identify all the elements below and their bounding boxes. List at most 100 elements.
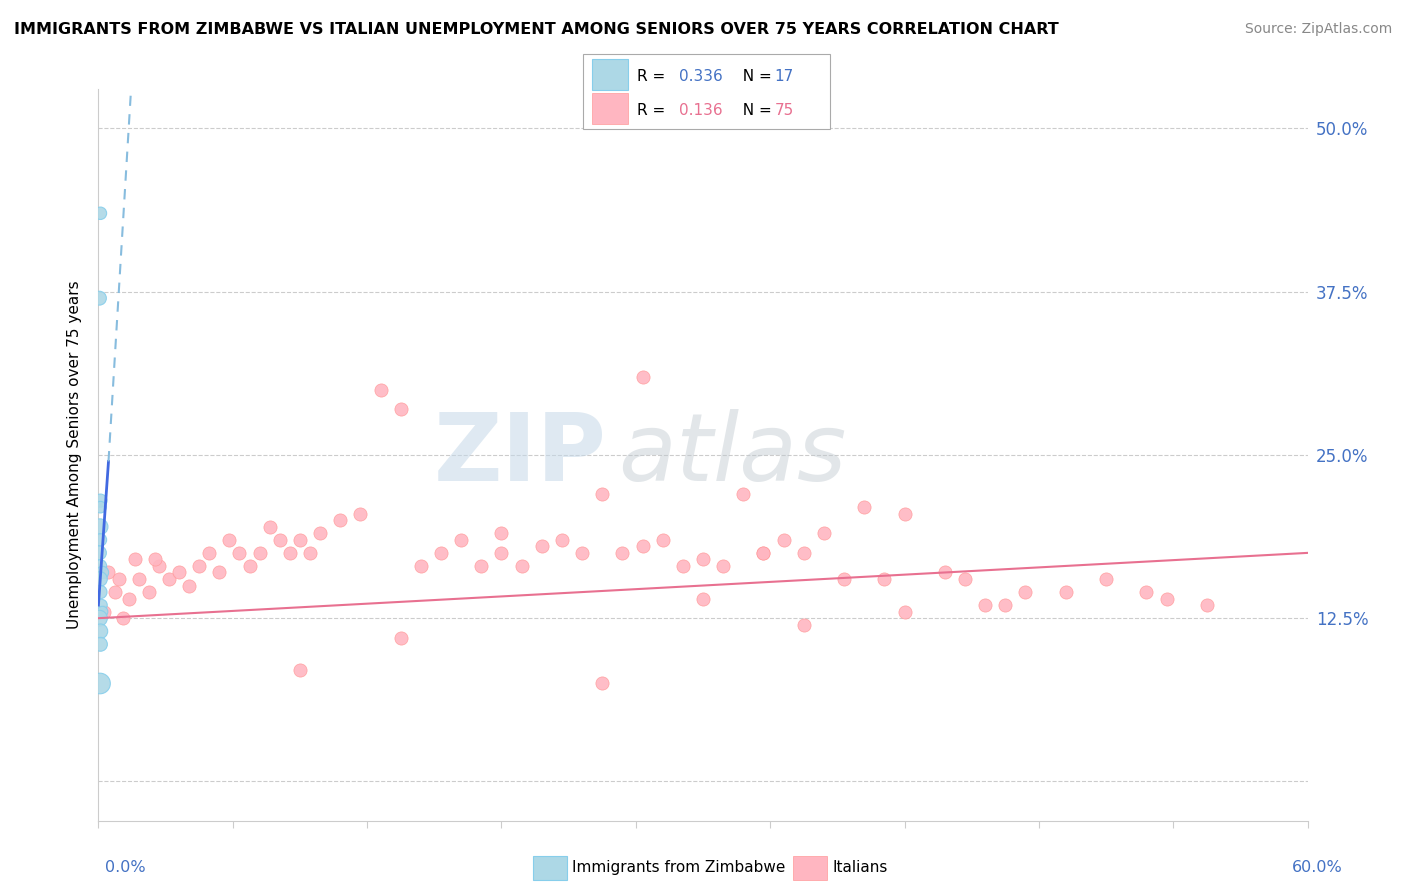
- Point: [89, 624, 111, 639]
- Point: [188, 558, 211, 573]
- Point: [157, 572, 180, 586]
- Point: [450, 533, 472, 547]
- Text: 60.0%: 60.0%: [1292, 861, 1343, 875]
- Point: [934, 566, 956, 580]
- Point: [772, 533, 794, 547]
- Point: [793, 546, 815, 560]
- Text: 0.0%: 0.0%: [105, 861, 146, 875]
- Point: [97, 566, 120, 580]
- Text: N =: N =: [733, 103, 776, 118]
- Point: [288, 533, 311, 547]
- Point: [167, 566, 190, 580]
- Text: Immigrants from Zimbabwe: Immigrants from Zimbabwe: [572, 861, 786, 875]
- Point: [329, 513, 352, 527]
- Point: [89, 637, 111, 651]
- Point: [692, 591, 714, 606]
- Point: [793, 617, 815, 632]
- Point: [510, 558, 533, 573]
- Point: [118, 591, 141, 606]
- Point: [430, 546, 453, 560]
- Point: [571, 546, 593, 560]
- Point: [228, 546, 250, 560]
- Point: [143, 552, 166, 566]
- Point: [93, 605, 115, 619]
- Text: Italians: Italians: [832, 861, 887, 875]
- Point: [103, 585, 125, 599]
- Point: [733, 487, 755, 501]
- Point: [89, 291, 111, 305]
- Point: [974, 598, 997, 612]
- Point: [711, 558, 734, 573]
- Point: [138, 585, 160, 599]
- Text: 17: 17: [775, 69, 794, 84]
- Point: [1095, 572, 1118, 586]
- Point: [853, 500, 876, 515]
- Point: [89, 676, 111, 690]
- Point: [893, 507, 915, 521]
- Point: [269, 533, 291, 547]
- Point: [631, 369, 654, 384]
- Point: [591, 676, 613, 690]
- Text: R =: R =: [637, 103, 671, 118]
- Point: [953, 572, 976, 586]
- Point: [491, 526, 513, 541]
- Point: [651, 533, 673, 547]
- Point: [349, 507, 371, 521]
- Point: [91, 566, 114, 580]
- Point: [218, 533, 240, 547]
- Point: [309, 526, 332, 541]
- Point: [470, 558, 492, 573]
- Point: [1014, 585, 1036, 599]
- Point: [530, 539, 553, 553]
- Point: [389, 402, 412, 417]
- Point: [259, 520, 281, 534]
- Text: ZIP: ZIP: [433, 409, 606, 501]
- Point: [409, 558, 432, 573]
- Point: [1054, 585, 1077, 599]
- Point: [89, 546, 111, 560]
- Point: [89, 493, 111, 508]
- Point: [148, 558, 170, 573]
- Point: [612, 546, 634, 560]
- Text: 75: 75: [775, 103, 794, 118]
- Point: [692, 552, 714, 566]
- Point: [551, 533, 574, 547]
- Point: [89, 520, 111, 534]
- Point: [249, 546, 271, 560]
- Text: atlas: atlas: [619, 409, 846, 500]
- Point: [208, 566, 231, 580]
- Point: [198, 546, 221, 560]
- Text: N =: N =: [733, 69, 776, 84]
- Y-axis label: Unemployment Among Seniors over 75 years: Unemployment Among Seniors over 75 years: [67, 281, 83, 629]
- Point: [111, 611, 134, 625]
- Point: [128, 572, 150, 586]
- Point: [89, 585, 111, 599]
- Point: [278, 546, 301, 560]
- Point: [89, 558, 111, 573]
- Point: [813, 526, 835, 541]
- Point: [1156, 591, 1178, 606]
- Point: [89, 500, 111, 515]
- Point: [752, 546, 775, 560]
- Point: [89, 533, 111, 547]
- Point: [389, 631, 412, 645]
- Point: [631, 539, 654, 553]
- Point: [91, 605, 114, 619]
- Point: [591, 487, 613, 501]
- Point: [107, 572, 129, 586]
- Point: [89, 611, 111, 625]
- Point: [893, 605, 915, 619]
- Point: [994, 598, 1017, 612]
- Point: [299, 546, 322, 560]
- Point: [832, 572, 855, 586]
- Point: [672, 558, 695, 573]
- Point: [491, 546, 513, 560]
- Point: [873, 572, 896, 586]
- Point: [89, 572, 111, 586]
- Text: IMMIGRANTS FROM ZIMBABWE VS ITALIAN UNEMPLOYMENT AMONG SENIORS OVER 75 YEARS COR: IMMIGRANTS FROM ZIMBABWE VS ITALIAN UNEM…: [14, 22, 1059, 37]
- Point: [90, 598, 112, 612]
- Text: 0.136: 0.136: [679, 103, 723, 118]
- Point: [179, 578, 201, 592]
- Point: [89, 206, 111, 220]
- Point: [288, 664, 311, 678]
